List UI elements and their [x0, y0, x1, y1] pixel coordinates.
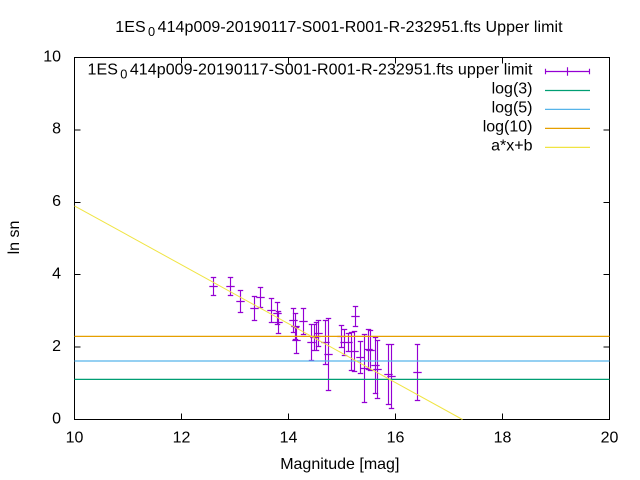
- svg-text:a*x+b: a*x+b: [491, 138, 532, 155]
- svg-text:2: 2: [52, 338, 61, 355]
- svg-text:log(3): log(3): [492, 81, 533, 98]
- svg-text:20: 20: [601, 429, 619, 446]
- svg-text:14: 14: [280, 429, 298, 446]
- svg-text:Magnitude [mag]: Magnitude [mag]: [280, 456, 399, 473]
- svg-text:6: 6: [52, 193, 61, 210]
- svg-text:16: 16: [387, 429, 405, 446]
- svg-text:18: 18: [494, 429, 512, 446]
- svg-text:log(5): log(5): [492, 100, 533, 117]
- svg-text:8: 8: [52, 121, 61, 138]
- svg-text:4: 4: [52, 266, 61, 283]
- svg-text:0: 0: [52, 410, 61, 427]
- svg-text:ln sn: ln sn: [6, 221, 23, 255]
- svg-text:log(10): log(10): [483, 119, 533, 136]
- svg-text:10: 10: [43, 48, 61, 65]
- svg-text:12: 12: [173, 429, 191, 446]
- svg-text:10: 10: [66, 429, 84, 446]
